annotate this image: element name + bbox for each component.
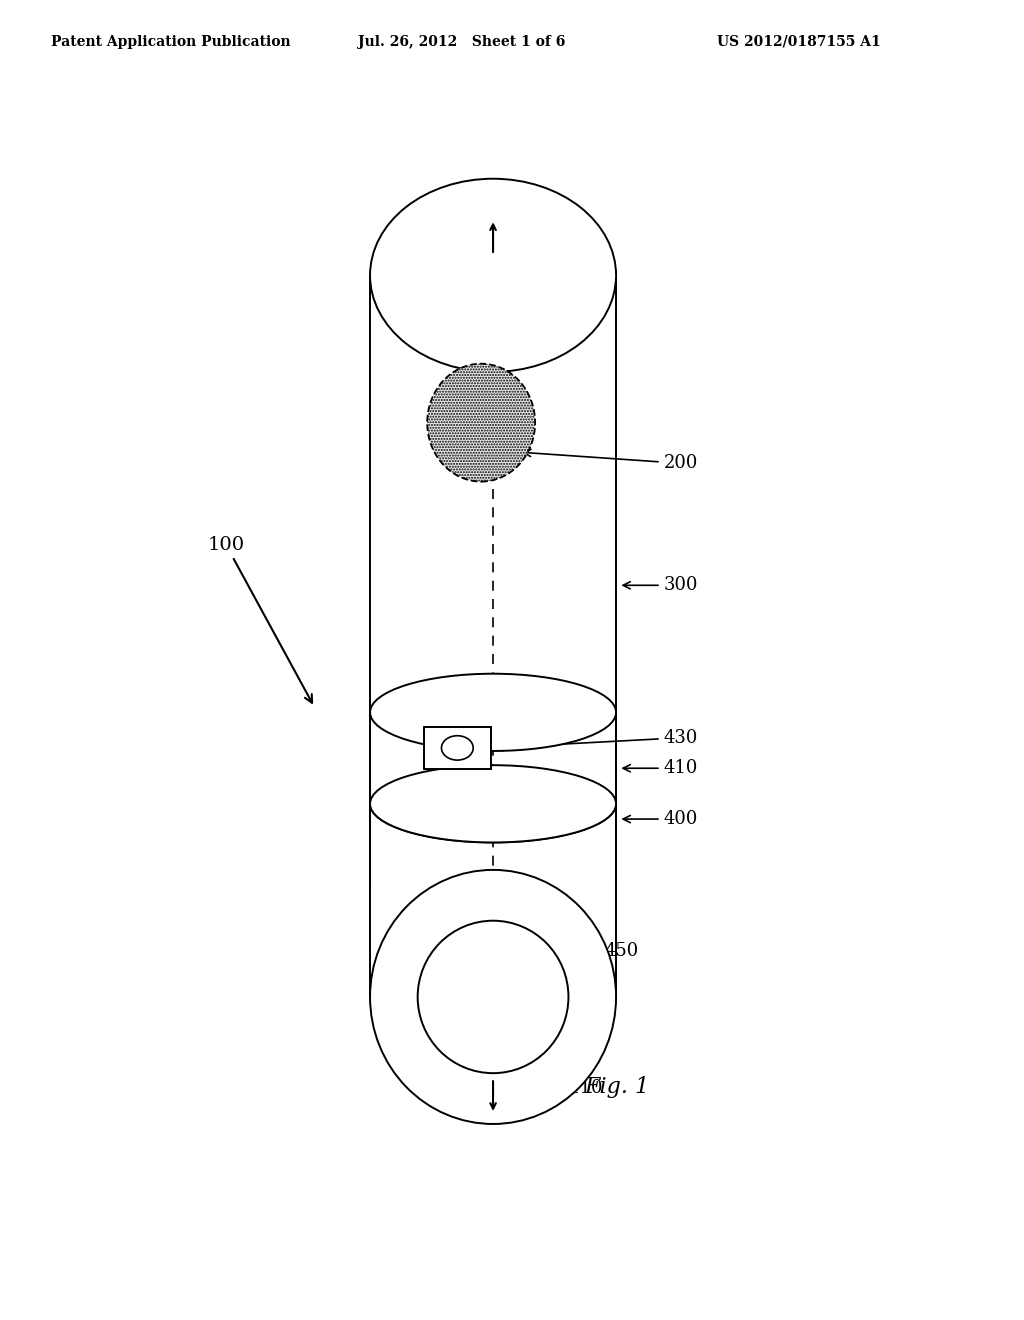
Ellipse shape [370,673,616,751]
Text: 100: 100 [207,536,312,702]
Text: 110: 110 [502,1080,603,1107]
Text: Patent Application Publication: Patent Application Publication [51,34,291,49]
Text: 450: 450 [517,942,638,977]
Ellipse shape [427,364,536,482]
Bar [424,726,492,770]
Text: 400: 400 [623,810,698,828]
Ellipse shape [370,178,616,372]
Text: 300: 300 [623,577,698,594]
Text: 430: 430 [496,729,698,751]
Ellipse shape [418,921,568,1073]
Text: 410: 410 [623,759,698,777]
Text: Fig. 1: Fig. 1 [585,1076,649,1098]
Ellipse shape [441,735,473,760]
Ellipse shape [370,870,616,1125]
Text: Jul. 26, 2012   Sheet 1 of 6: Jul. 26, 2012 Sheet 1 of 6 [358,34,566,49]
Text: 200: 200 [523,449,698,473]
Text: US 2012/0187155 A1: US 2012/0187155 A1 [717,34,881,49]
Ellipse shape [370,766,616,842]
